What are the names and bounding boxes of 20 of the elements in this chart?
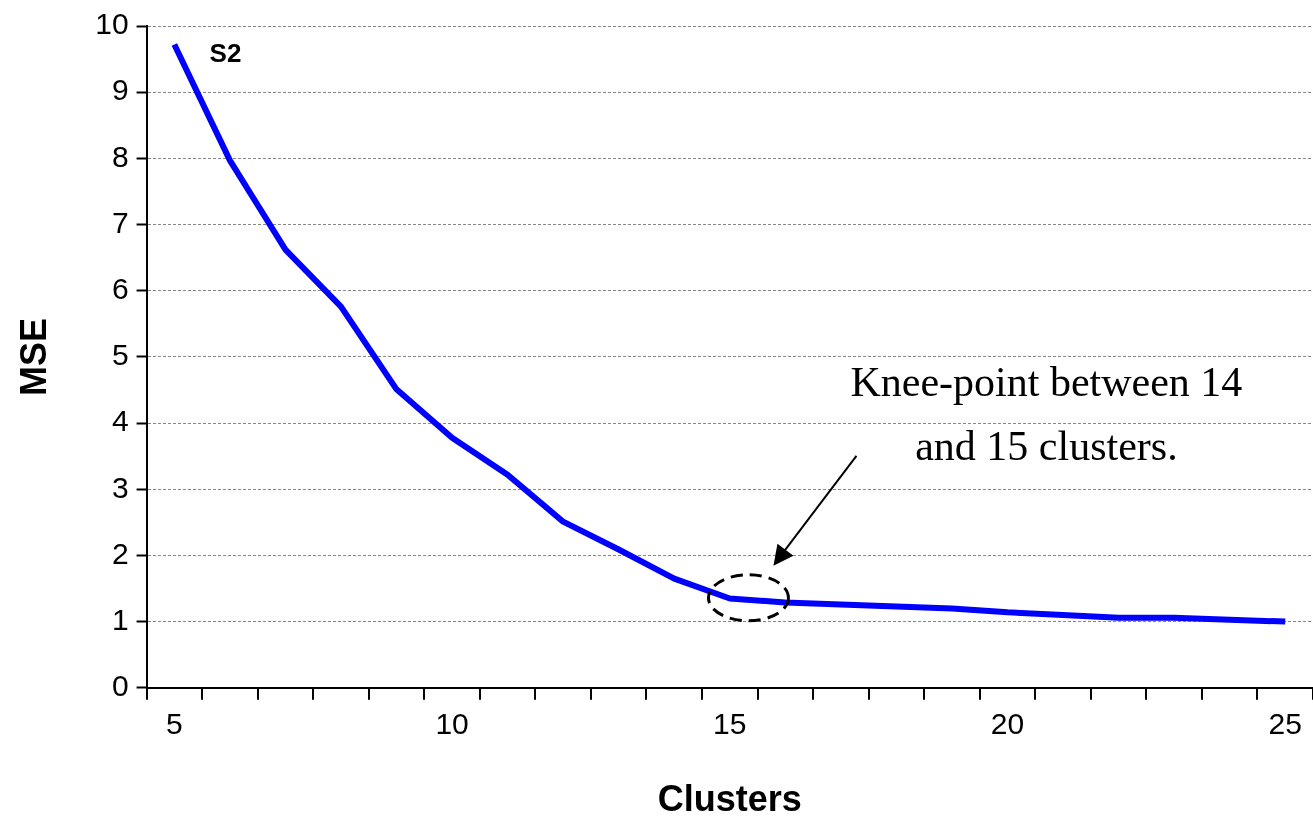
y-tick-label: 0 (111, 669, 129, 703)
annotation: S2 (209, 38, 242, 69)
y-axis-title: MSE (12, 317, 54, 396)
y-tick-label: 1 (111, 602, 129, 636)
x-tick-label: 25 (1268, 707, 1302, 741)
y-tick-label: 3 (111, 470, 129, 504)
x-tick-label: 10 (435, 707, 469, 741)
y-tick-label: 5 (111, 338, 129, 372)
y-tick-label: 10 (95, 7, 129, 41)
y-tick-label: 7 (111, 205, 129, 239)
x-tick-label: 20 (990, 707, 1025, 741)
y-tick-label: 8 (111, 139, 129, 173)
y-tick-label: 6 (111, 271, 129, 305)
y-tick-label: 9 (111, 73, 129, 107)
x-tick-label: 15 (713, 707, 747, 741)
y-tick-label: 2 (111, 536, 129, 570)
x-tick-label: 5 (166, 707, 183, 741)
y-tick-label: 4 (111, 404, 129, 438)
annotation: Knee-point between 14 and 15 clusters. (849, 358, 1244, 472)
x-axis-title: Clusters (657, 778, 802, 820)
